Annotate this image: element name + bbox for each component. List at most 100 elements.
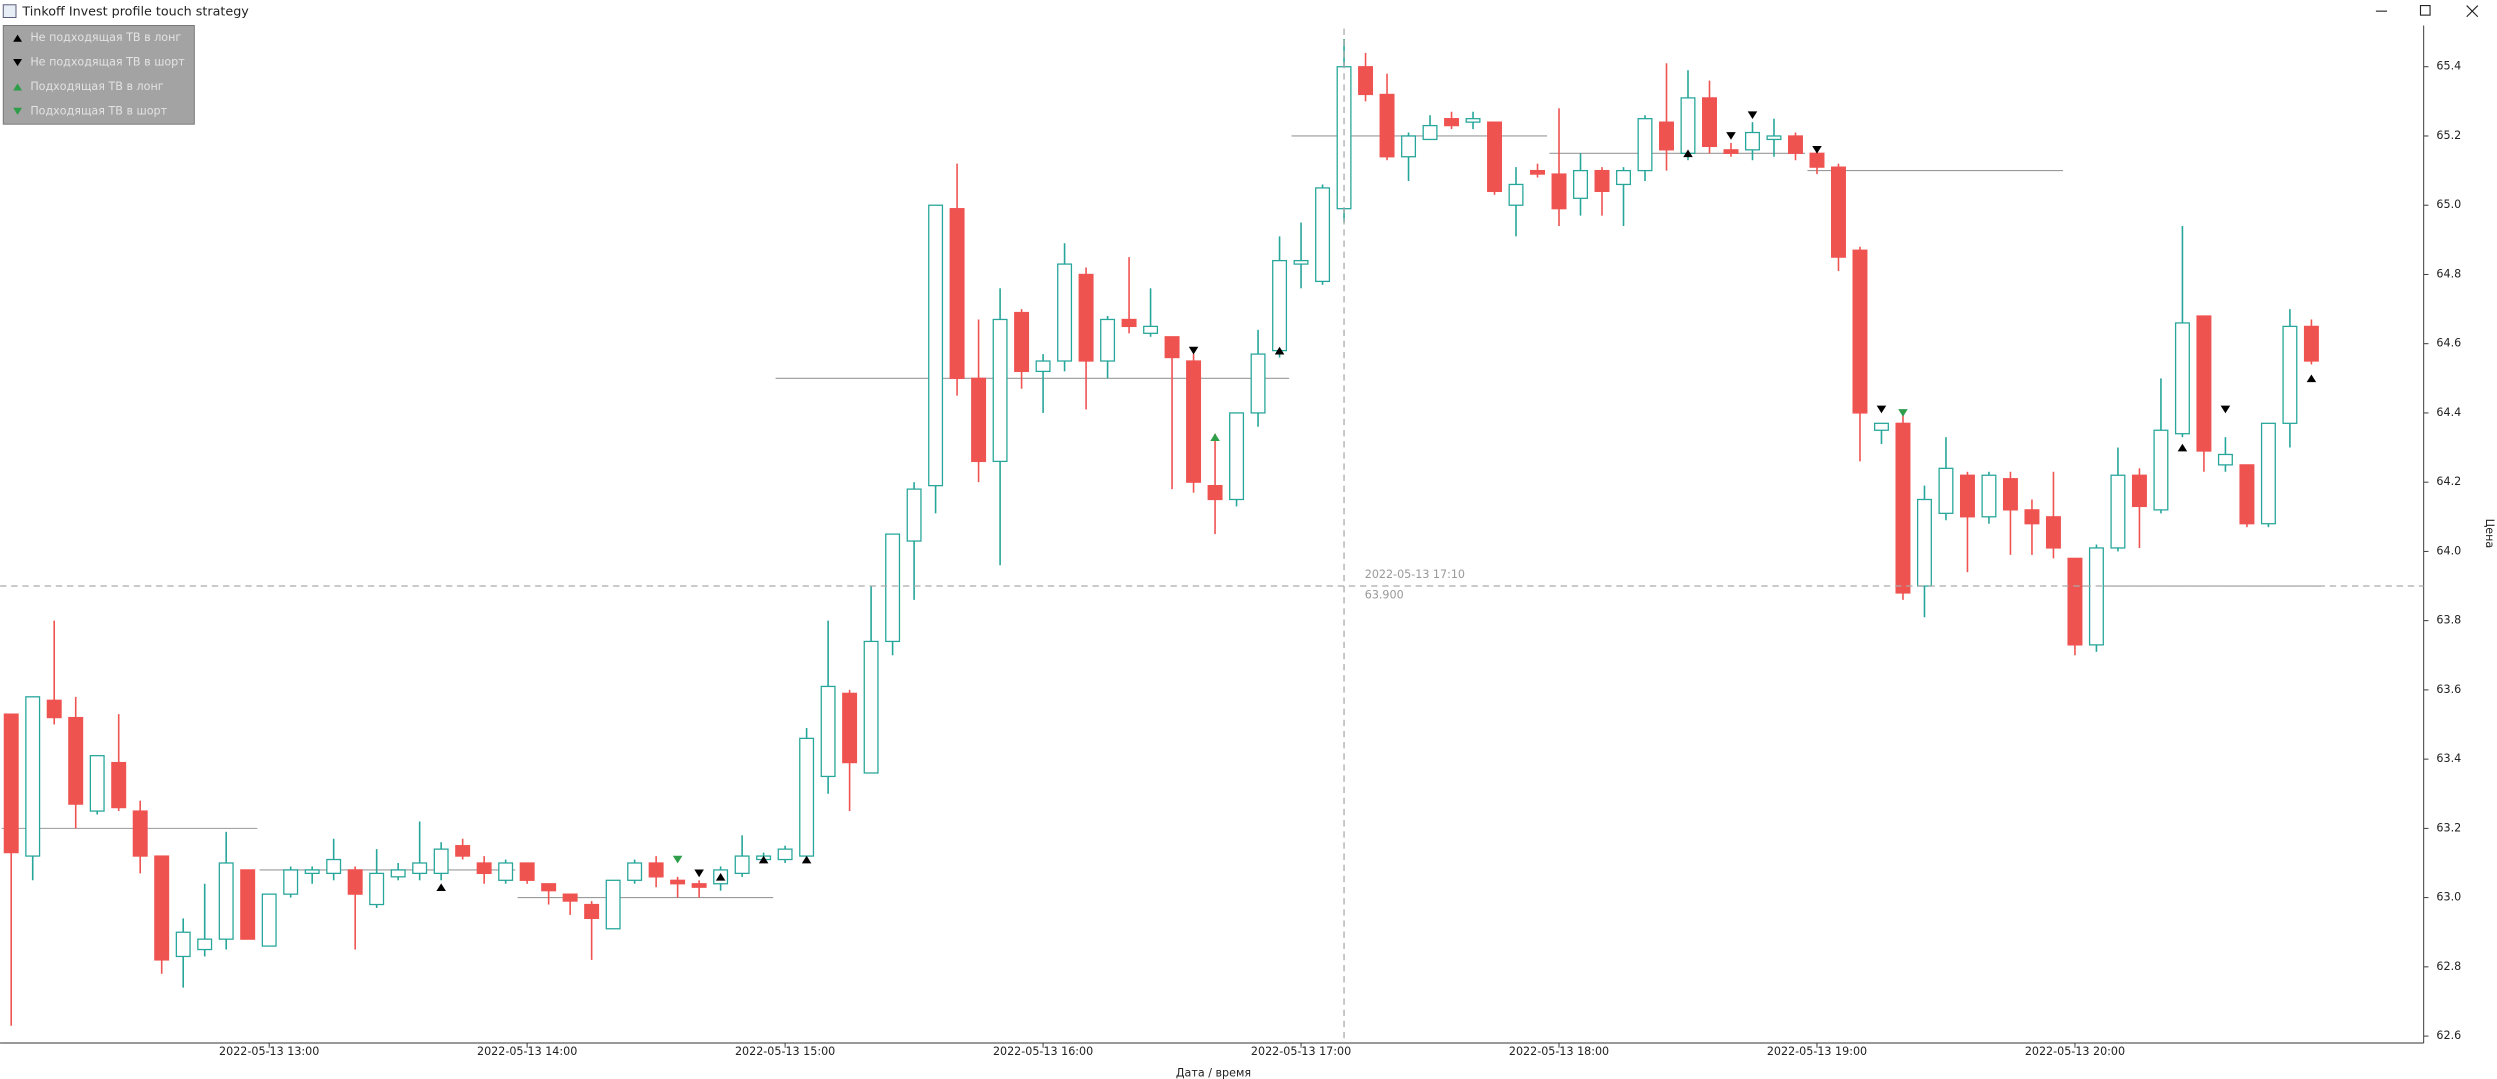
candle-body	[627, 862, 643, 881]
legend-box	[2, 25, 195, 125]
candle-body	[1723, 149, 1739, 154]
candle-body	[734, 855, 750, 875]
y-tick-label: 64.8	[2436, 267, 2461, 280]
candle-body	[2196, 315, 2212, 452]
candle-body	[1444, 118, 1460, 127]
x-tick-label: 2022-05-13 19:00	[1767, 1045, 1867, 1058]
candle-body	[1121, 318, 1137, 328]
candle-body	[799, 737, 815, 857]
candle-body	[2303, 325, 2319, 362]
candle-body	[562, 893, 578, 902]
legend-label: Подходящая ТВ в шорт	[30, 104, 167, 117]
candle-body	[2260, 422, 2276, 525]
candle-body	[412, 862, 428, 875]
y-tick-label: 63.0	[2436, 891, 2461, 904]
legend-label: Подходящая ТВ в лонг	[30, 80, 163, 93]
candle-body	[1250, 353, 1266, 414]
legend-marker	[13, 34, 23, 42]
candle-body	[132, 810, 148, 857]
x-axis-label: Дата / время	[1176, 1066, 1251, 1079]
candle-body	[1787, 135, 1803, 154]
x-tick-label: 2022-05-13 16:00	[993, 1045, 1093, 1058]
candle-body	[1035, 360, 1051, 373]
candle-body	[261, 893, 277, 947]
signal-marker	[1812, 146, 1822, 154]
plot-area: 2022-05-13 17:10 63.900	[0, 28, 2424, 1044]
candle-body	[1186, 360, 1202, 483]
candle-body	[885, 533, 901, 643]
candle-body	[863, 640, 879, 774]
candle-body	[2045, 516, 2061, 549]
candle-body	[842, 692, 858, 764]
candle-body	[498, 862, 514, 881]
candle-body	[928, 204, 944, 487]
y-tick-label: 63.2	[2436, 821, 2461, 834]
candle-body	[455, 845, 471, 857]
crosshair-y-label: 63.900	[1365, 589, 1404, 602]
y-tick-label: 62.6	[2436, 1029, 2461, 1042]
candle-body	[605, 879, 621, 930]
x-tick-label: 2022-05-13 20:00	[2025, 1045, 2125, 1058]
close-button[interactable]	[2466, 5, 2479, 18]
signal-marker	[2306, 374, 2317, 383]
candle-body	[1358, 66, 1374, 96]
candle-body	[949, 208, 965, 379]
y-tick-label: 63.6	[2436, 683, 2461, 696]
candle-body	[1659, 121, 1674, 151]
legend-marker	[13, 59, 23, 67]
candle-body	[1895, 422, 1911, 594]
candle-body	[1745, 131, 1760, 151]
candle-body	[1315, 187, 1331, 283]
signal-marker	[1683, 149, 1693, 158]
candle-body	[1143, 325, 1159, 334]
signal-marker	[758, 855, 769, 864]
candle-body	[2217, 453, 2233, 466]
y-tick-label: 65.0	[2436, 198, 2461, 211]
candle-body	[197, 938, 213, 951]
candle-body	[1702, 97, 1717, 148]
y-tick-label: 64.6	[2436, 337, 2461, 350]
candle-body	[1680, 97, 1696, 154]
candle-body	[326, 858, 342, 875]
candle-body	[1830, 166, 1846, 258]
candle-body	[1873, 422, 1889, 431]
candle-body	[1272, 259, 1288, 352]
candle-body	[1100, 318, 1116, 362]
y-axis-label: Цена	[2483, 519, 2496, 549]
candle-body	[2153, 429, 2169, 511]
legend: Не подходящая ТВ в лонг Не подходящая ТВ …	[2, 25, 195, 125]
candle-body	[2088, 547, 2104, 646]
candle-body	[1078, 273, 1094, 362]
candle-body	[1766, 135, 1782, 141]
y-tick-label: 62.8	[2436, 960, 2461, 973]
candle-body	[240, 869, 256, 940]
candle-body	[3, 713, 19, 854]
candle-body	[1379, 93, 1395, 158]
candle-body	[1573, 169, 1588, 199]
restore-button[interactable]	[2419, 5, 2431, 16]
signal-marker	[2220, 405, 2231, 414]
candle-body	[971, 377, 987, 463]
legend-label: Не подходящая ТВ в шорт	[30, 56, 185, 69]
signal-marker	[672, 855, 683, 864]
candle-body	[89, 755, 105, 812]
candle-body	[46, 699, 62, 719]
signal-marker	[1274, 346, 1285, 355]
signal-marker	[2177, 443, 2188, 452]
candle-body	[154, 855, 170, 961]
y-tick-label: 65.2	[2436, 129, 2461, 142]
candle-body	[648, 862, 664, 878]
candle-body	[2174, 322, 2190, 435]
candle-body	[2110, 474, 2126, 549]
candle-body	[584, 903, 600, 920]
candle-body	[1530, 169, 1546, 175]
candle-body	[1229, 412, 1245, 501]
candle-body	[691, 883, 707, 888]
y-tick-label: 65.4	[2436, 60, 2461, 73]
candle-body	[1594, 169, 1610, 193]
candle-body	[541, 883, 557, 892]
candle-body	[2024, 509, 2040, 525]
y-tick-label: 64.2	[2436, 475, 2461, 488]
